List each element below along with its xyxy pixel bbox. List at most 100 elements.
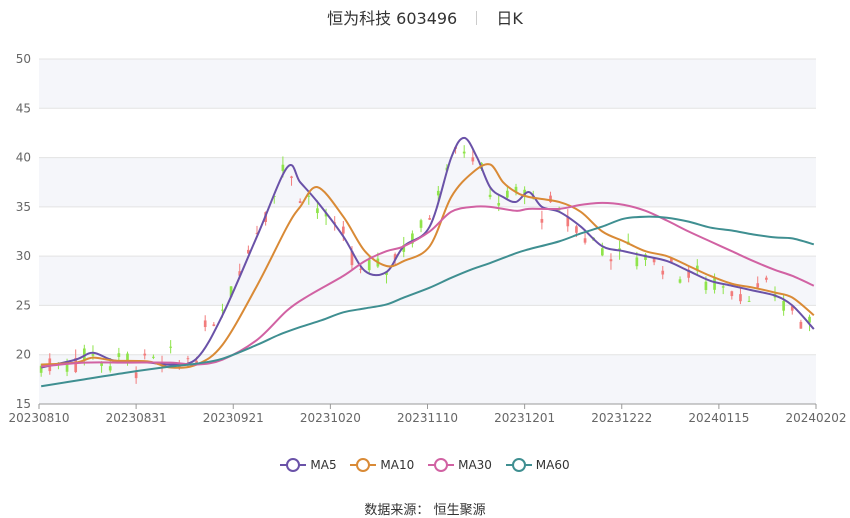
candle-body	[247, 249, 250, 254]
candle-body	[782, 300, 785, 311]
x-tick-label: 20230810	[8, 411, 69, 425]
candle-body	[298, 201, 302, 203]
chart-title: 恒为科技 603496 日K	[0, 5, 850, 29]
stock-name: 恒为科技 603496	[327, 9, 458, 28]
candle-body	[255, 232, 259, 234]
period-label: 日K	[496, 9, 523, 28]
candle-body	[695, 265, 699, 271]
candle-body	[91, 354, 95, 356]
candle-body	[462, 151, 466, 154]
candle-body	[419, 220, 423, 228]
candle-body	[203, 320, 207, 328]
candle-body	[100, 362, 103, 366]
candle-body	[609, 259, 613, 262]
x-tick-label: 20231020	[300, 411, 361, 425]
candle-body	[126, 353, 129, 362]
legend-item-ma10[interactable]: MA10	[350, 458, 414, 472]
candle-body	[704, 281, 708, 291]
legend-swatch-ma10	[350, 458, 377, 472]
y-tick-label: 45	[16, 101, 31, 115]
candle-body	[108, 366, 112, 371]
candle-body	[488, 194, 492, 197]
y-tick-label: 20	[16, 348, 31, 362]
candle-body	[65, 363, 69, 372]
y-tick-label: 50	[16, 52, 31, 66]
candle-body	[307, 195, 311, 197]
candle-body	[661, 270, 665, 275]
legend-swatch-ma5	[280, 458, 307, 472]
candle-body	[687, 269, 690, 278]
candle-body	[428, 218, 431, 220]
candle-body	[238, 271, 242, 276]
candle-body	[730, 291, 734, 297]
candle-body	[566, 216, 570, 227]
y-tick-label: 35	[16, 200, 31, 214]
candle-body	[799, 321, 803, 329]
candle-body	[808, 316, 811, 323]
series-line-ma5	[40, 136, 815, 369]
candle-body	[514, 186, 518, 193]
candle-body	[436, 190, 440, 196]
candle-body	[497, 203, 501, 206]
candle-body	[134, 372, 138, 379]
title-divider	[476, 11, 478, 25]
candle-body	[678, 279, 682, 283]
candle-body	[721, 286, 725, 288]
x-tick-label: 20231201	[494, 411, 555, 425]
chart-legend: MA5 MA10 MA30 MA60	[0, 458, 850, 472]
candle-body	[186, 358, 190, 360]
candle-body	[221, 309, 224, 311]
candle-body	[402, 245, 406, 252]
candle-body	[411, 233, 414, 244]
legend-label-ma10: MA10	[380, 458, 415, 472]
y-tick-label: 25	[16, 298, 31, 312]
legend-label-ma5: MA5	[310, 458, 337, 472]
legend-label-ma30: MA30	[458, 458, 492, 472]
x-tick-label: 20230831	[106, 411, 167, 425]
x-tick-label: 20231110	[397, 411, 458, 425]
candle-body	[790, 306, 794, 311]
candle-body	[367, 259, 371, 271]
candle-body	[644, 254, 647, 260]
candle-body	[506, 190, 509, 198]
candle-body	[765, 277, 768, 280]
candle-body	[152, 356, 155, 358]
candle-body	[600, 248, 604, 256]
y-tick-label: 15	[16, 397, 31, 411]
y-tick-label: 30	[16, 249, 31, 263]
candle-body	[549, 195, 552, 203]
candle-body	[169, 346, 172, 348]
candle-body	[540, 218, 544, 223]
grid-band	[39, 59, 816, 109]
candle-body	[747, 300, 751, 302]
grid-band	[39, 157, 816, 207]
candle-body	[583, 238, 587, 243]
series-line-ma60	[41, 215, 815, 388]
candle-body	[341, 226, 345, 234]
legend-label-ma60: MA60	[535, 458, 570, 472]
x-tick-label: 20230921	[203, 411, 264, 425]
x-tick-label: 20240115	[688, 411, 749, 425]
candle-body	[212, 324, 216, 327]
candle-body	[229, 286, 233, 297]
candle-body	[281, 164, 285, 172]
candle-body	[359, 268, 362, 270]
candle-body	[670, 257, 673, 262]
legend-item-ma60[interactable]: MA60	[505, 458, 570, 472]
x-tick-label: 20240202	[785, 411, 846, 425]
candle-body	[385, 271, 388, 275]
candle-body	[350, 250, 354, 266]
legend-item-ma30[interactable]: MA30	[428, 458, 492, 472]
legend-swatch-ma30	[428, 458, 455, 472]
candle-body	[195, 360, 198, 365]
candle-body	[635, 257, 639, 267]
candle-body	[290, 176, 293, 178]
data-source: 数据来源： 恒生聚源	[0, 499, 850, 518]
legend-item-ma5[interactable]: MA5	[280, 458, 337, 472]
source-label: 数据来源：	[364, 503, 430, 518]
candle-body	[393, 254, 397, 260]
candle-body	[471, 157, 475, 162]
legend-swatch-ma60	[505, 458, 532, 472]
candle-body	[316, 208, 319, 214]
